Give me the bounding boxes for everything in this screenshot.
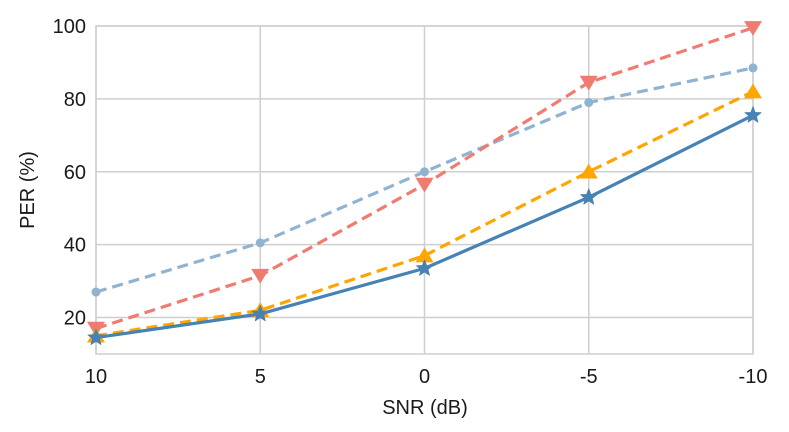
data-point-star xyxy=(416,259,433,276)
tick-labels: 10 5 0 -5 -10 20 40 60 80 100 xyxy=(53,16,768,388)
data-point-star xyxy=(744,106,762,123)
data-point-triangle-up xyxy=(415,247,434,263)
series-line xyxy=(95,90,754,338)
plot-frame xyxy=(95,25,754,355)
y-tick-label: 40 xyxy=(64,235,86,257)
x-tick-label: 5 xyxy=(255,366,266,388)
series-4 xyxy=(87,106,762,345)
data-point-triangle-up xyxy=(579,163,598,179)
plot-border xyxy=(95,25,754,355)
data-point-circle xyxy=(748,63,758,73)
data-point-circle xyxy=(420,167,429,177)
y-tick-label: 20 xyxy=(64,308,86,330)
y-tick-label: 80 xyxy=(64,89,86,111)
data-point-circle xyxy=(91,287,101,297)
y-tick-label: 60 xyxy=(64,162,86,184)
data-point-star xyxy=(251,305,269,322)
y-tick-label: 100 xyxy=(53,16,86,38)
data-point-triangle-down xyxy=(744,21,762,36)
data-point-triangle-down xyxy=(251,268,270,284)
data-point-triangle-down xyxy=(415,177,434,193)
data-point-circle xyxy=(255,238,265,248)
x-tick-label: 0 xyxy=(419,366,430,388)
data-point-star xyxy=(580,188,598,205)
series-group xyxy=(87,21,762,345)
y-axis-title: PER (%) xyxy=(17,151,39,229)
data-point-triangle-up xyxy=(744,83,762,99)
series-2 xyxy=(87,21,762,337)
data-point-circle xyxy=(584,98,594,108)
x-tick-label: -5 xyxy=(580,366,598,388)
series-1 xyxy=(91,63,758,297)
data-point-star xyxy=(87,328,105,345)
x-tick-label: 10 xyxy=(85,366,107,388)
x-axis-title: SNR (dB) xyxy=(382,397,468,419)
data-point-triangle-down xyxy=(579,75,598,91)
x-tick-label: -10 xyxy=(739,366,768,388)
